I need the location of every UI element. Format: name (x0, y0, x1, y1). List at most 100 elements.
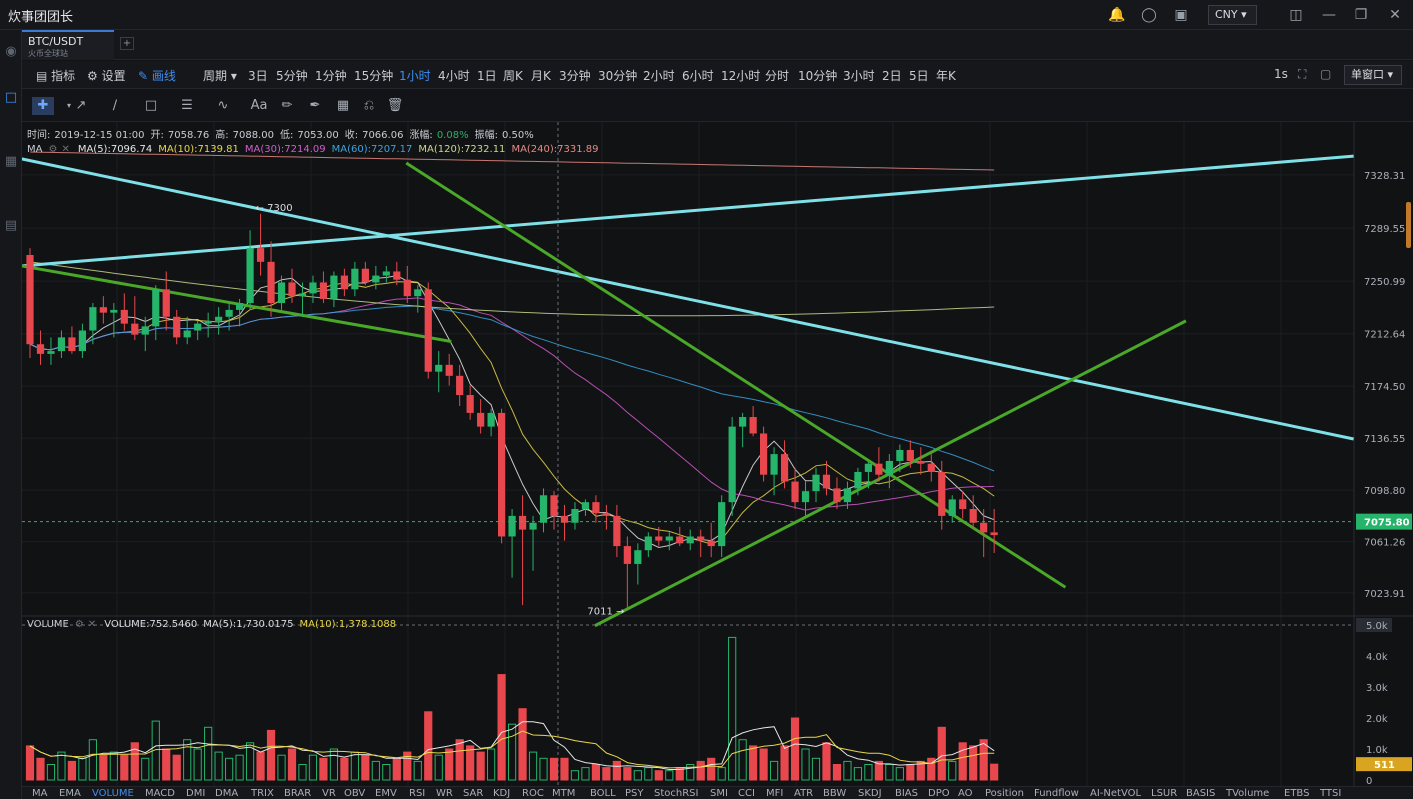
indicator-tab-bias[interactable]: BIAS (895, 788, 918, 799)
ma-settings-icon[interactable]: ⚙ (48, 144, 58, 155)
indicator-tab-ttsi[interactable]: TTSI (1320, 788, 1342, 799)
period-3[interactable]: 1分钟 (315, 69, 347, 83)
screenshot-icon[interactable]: ▢ (1320, 67, 1332, 81)
close-icon[interactable]: ✕ (1389, 7, 1401, 23)
indicator-tab-ai-netvol[interactable]: AI-NetVOL (1090, 788, 1142, 799)
indicator-tab-obv[interactable]: OBV (344, 788, 366, 799)
layout-icon[interactable]: ◫ (1289, 7, 1303, 23)
period-13[interactable]: 6小时 (682, 69, 714, 83)
period-17[interactable]: 3小时 (843, 69, 875, 83)
indicator-tab-smi[interactable]: SMI (710, 788, 728, 799)
settings-button[interactable]: ⚙ 设置 (87, 69, 126, 83)
period-dropdown[interactable]: 周期 ▾ (203, 69, 237, 83)
wave-icon[interactable]: ∿ (217, 98, 229, 113)
period-20[interactable]: 年K (936, 69, 956, 83)
period-19[interactable]: 5日 (909, 69, 929, 83)
period-12[interactable]: 2小时 (643, 69, 675, 83)
indicator-tab-roc[interactable]: ROC (522, 788, 544, 799)
trendline-cyan-up[interactable] (21, 154, 1354, 268)
period-14[interactable]: 12小时 (721, 69, 761, 83)
indicator-tab-sar[interactable]: SAR (463, 788, 484, 799)
pattern-icon[interactable]: ▦ (336, 98, 350, 113)
fib-icon[interactable]: ☰ (181, 98, 193, 113)
minimize-icon[interactable]: — (1322, 7, 1336, 23)
tab-btc-usdt[interactable]: BTC/USDT 火币全球站 (22, 30, 114, 60)
indicator-tab-ema[interactable]: EMA (59, 788, 81, 799)
period-1[interactable]: 3日 (248, 69, 268, 83)
indicator-tab-cci[interactable]: CCI (738, 788, 755, 799)
indicator-tab-stochrsi[interactable]: StochRSI (654, 788, 699, 799)
period-18[interactable]: 2日 (882, 69, 902, 83)
indicator-tab-ao[interactable]: AO (958, 788, 973, 799)
grid-icon[interactable]: ▦ (4, 154, 18, 169)
indicator-tab-rsi[interactable]: RSI (409, 788, 426, 799)
indicator-button[interactable]: ▤ 指标 (36, 69, 76, 83)
indicator-tab-emv[interactable]: EMV (375, 788, 397, 799)
indicator-tab-trix[interactable]: TRIX (251, 788, 274, 799)
indicator-tab-lsur[interactable]: LSUR (1151, 788, 1178, 799)
period-11[interactable]: 30分钟 (598, 69, 638, 83)
indicator-tab-tvolume[interactable]: TVolume (1226, 788, 1270, 799)
text-tool[interactable]: Aa (250, 98, 268, 113)
currency-select[interactable]: CNY ▾ (1208, 5, 1257, 25)
indicator-tab-kdj[interactable]: KDJ (493, 788, 511, 799)
indicator-tab-ma[interactable]: MA (32, 788, 48, 799)
window-mode-select[interactable]: 单窗口 ▾ (1344, 65, 1402, 85)
indicator-tab-vr[interactable]: VR (322, 788, 336, 799)
indicator-tab-volume[interactable]: VOLUME (92, 788, 134, 799)
book-icon[interactable]: ▤ (4, 218, 18, 233)
parallel-icon[interactable]: ∕ (112, 98, 118, 113)
chart-area[interactable]: ← 7300 7011 → 7328.31 7289.55 7250.99 7212.64… (21, 122, 1413, 787)
crosshair-icon[interactable]: ✚ (32, 97, 54, 115)
period-4[interactable]: 15分钟 (354, 69, 394, 83)
period-8[interactable]: 周K (503, 69, 523, 83)
indicator-tab-mtm[interactable]: MTM (552, 788, 576, 799)
period-16[interactable]: 10分钟 (798, 69, 838, 83)
period-15[interactable]: 分时 (765, 69, 790, 83)
ruler-icon[interactable]: ✏ (281, 98, 293, 113)
indicator-tab-mfi[interactable]: MFI (766, 788, 784, 799)
chat-icon[interactable]: ◯ (1141, 7, 1157, 23)
indicator-tab-dma[interactable]: DMA (215, 788, 239, 799)
crosshair-menu-icon[interactable]: ▾ (66, 101, 71, 110)
refresh-interval[interactable]: 1s (1274, 67, 1288, 81)
bell-icon[interactable]: 🔔 (1108, 7, 1126, 23)
price-scrollbar[interactable] (1406, 202, 1411, 248)
indicator-tab-etbs[interactable]: ETBS (1284, 788, 1310, 799)
candlestick-chart[interactable]: ← 7300 7011 → 7328.31 7289.55 7250.99 7212.64… (21, 122, 1413, 787)
period-2[interactable]: 5分钟 (276, 69, 308, 83)
period-10[interactable]: 3分钟 (559, 69, 591, 83)
rectangle-icon[interactable]: □ (144, 98, 158, 113)
trendline-cyan-down[interactable] (21, 157, 1354, 441)
trendline-green-2[interactable] (405, 161, 1067, 589)
volume-settings-icon[interactable]: ⚙ (74, 619, 84, 630)
shirt-icon[interactable]: ▣ (1174, 7, 1188, 23)
indicator-tab-psy[interactable]: PSY (625, 788, 644, 799)
add-tab-button[interactable]: + (120, 37, 134, 50)
period-7[interactable]: 1日 (477, 69, 497, 83)
indicator-tab-basis[interactable]: BASIS (1186, 788, 1216, 799)
period-9[interactable]: 月K (531, 69, 551, 83)
draw-button[interactable]: ✎ 画线 (138, 69, 176, 83)
period-5[interactable]: 1小时 (399, 69, 431, 83)
trash-icon[interactable]: 🗑 (386, 98, 404, 113)
indicator-tab-brar[interactable]: BRAR (284, 788, 312, 799)
indicator-tab-position[interactable]: Position (985, 788, 1024, 799)
fullscreen-icon[interactable]: ⛶ (1298, 67, 1307, 81)
period-6[interactable]: 4小时 (438, 69, 470, 83)
ma-close-icon[interactable]: ✕ (61, 144, 70, 155)
indicator-tab-boll[interactable]: BOLL (590, 788, 616, 799)
line-icon[interactable]: ↗ (75, 98, 87, 113)
brush-icon[interactable]: ✒ (309, 98, 321, 113)
indicator-tab-dmi[interactable]: DMI (186, 788, 206, 799)
indicator-tab-atr[interactable]: ATR (794, 788, 814, 799)
restore-icon[interactable]: ❐ (1354, 7, 1368, 23)
indicator-tab-wr[interactable]: WR (436, 788, 453, 799)
lock-icon[interactable]: ⎌ (363, 98, 375, 113)
volume-close-icon[interactable]: ✕ (87, 619, 97, 630)
trade-icon[interactable]: □ (4, 90, 18, 105)
indicator-tab-skdj[interactable]: SKDJ (858, 788, 882, 799)
indicator-tab-macd[interactable]: MACD (145, 788, 175, 799)
indicator-tab-fundflow[interactable]: Fundflow (1034, 788, 1079, 799)
indicator-tab-bbw[interactable]: BBW (823, 788, 847, 799)
